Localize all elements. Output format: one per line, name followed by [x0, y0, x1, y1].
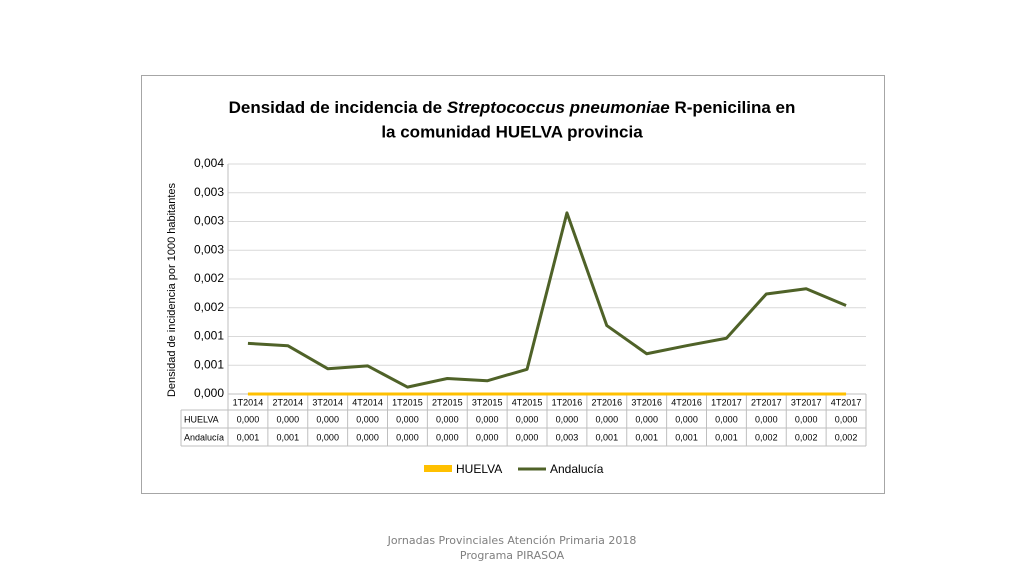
legend-label: HUELVA — [456, 462, 502, 476]
chart-title: Densidad de incidencia de Streptococcus … — [229, 98, 796, 117]
table-cell: 0,002 — [755, 432, 778, 442]
x-tick-label: 3T2016 — [631, 397, 662, 407]
table-cell: 0,002 — [795, 432, 818, 442]
table-cell: 0,001 — [277, 432, 300, 442]
table-cell: 0,000 — [755, 414, 778, 424]
table-cell: 0,000 — [396, 414, 419, 424]
x-tick-label: 4T2015 — [512, 397, 543, 407]
x-tick-label: 3T2014 — [312, 397, 343, 407]
y-tick-label: 0,001 — [194, 357, 224, 371]
y-tick-label: 0,002 — [194, 300, 224, 314]
table-cell: 0,001 — [675, 432, 698, 442]
footer: Jornadas Provinciales Atención Primaria … — [387, 534, 637, 562]
table-cell: 0,000 — [277, 414, 300, 424]
x-tick-label: 2T2017 — [751, 397, 782, 407]
table-cell: 0,001 — [596, 432, 619, 442]
chart-title: la comunidad HUELVA provincia — [381, 122, 643, 141]
table-cell: 0,000 — [356, 414, 379, 424]
table-cell: 0,000 — [316, 432, 339, 442]
x-tick-label: 4T2017 — [831, 397, 862, 407]
table-cell: 0,000 — [436, 414, 459, 424]
legend-swatch — [424, 465, 452, 472]
x-tick-label: 1T2017 — [711, 397, 742, 407]
table-cell: 0,000 — [436, 432, 459, 442]
table-cell: 0,003 — [556, 432, 579, 442]
table-row-label: Andalucía — [184, 432, 224, 442]
table-cell: 0,000 — [237, 414, 260, 424]
table-cell: 0,000 — [316, 414, 339, 424]
y-tick-label: 0,003 — [194, 242, 224, 256]
y-axis-title: Densidad de incidencia por 1000 habitant… — [166, 182, 178, 397]
table-cell: 0,000 — [396, 432, 419, 442]
x-tick-label: 2T2016 — [592, 397, 623, 407]
table-cell: 0,000 — [356, 432, 379, 442]
x-tick-label: 1T2016 — [552, 397, 583, 407]
table-cell: 0,001 — [237, 432, 260, 442]
table-cell: 0,000 — [835, 414, 858, 424]
table-cell: 0,000 — [715, 414, 738, 424]
table-cell: 0,000 — [675, 414, 698, 424]
table-cell: 0,002 — [835, 432, 858, 442]
x-tick-label: 1T2014 — [233, 397, 264, 407]
title-run: R-penicilina en — [670, 98, 796, 117]
table-cell: 0,001 — [635, 432, 658, 442]
table-cell: 0,000 — [635, 414, 658, 424]
legend-label: Andalucía — [550, 462, 604, 476]
x-tick-label: 4T2014 — [352, 397, 383, 407]
y-tick-label: 0,002 — [194, 271, 224, 285]
x-tick-label: 2T2015 — [432, 397, 463, 407]
y-tick-label: 0,003 — [194, 185, 224, 199]
table-cell: 0,000 — [476, 432, 499, 442]
title-run: Streptococcus pneumoniae — [447, 98, 670, 117]
y-tick-label: 0,001 — [194, 329, 224, 343]
chart-frame — [141, 75, 885, 494]
y-tick-label: 0,003 — [194, 214, 224, 228]
table-cell: 0,000 — [596, 414, 619, 424]
table-cell: 0,000 — [516, 414, 539, 424]
table-cell: 0,000 — [795, 414, 818, 424]
series-line — [247, 211, 847, 389]
x-tick-label: 4T2016 — [671, 397, 702, 407]
table-cell: 0,000 — [516, 432, 539, 442]
table-row-label: HUELVA — [184, 414, 219, 424]
x-tick-label: 1T2015 — [392, 397, 423, 407]
x-tick-label: 3T2017 — [791, 397, 822, 407]
x-tick-label: 3T2015 — [472, 397, 503, 407]
table-cell: 0,000 — [476, 414, 499, 424]
table-cell: 0,001 — [715, 432, 738, 442]
table-cell: 0,000 — [556, 414, 579, 424]
x-tick-label: 2T2014 — [273, 397, 304, 407]
y-tick-label: 0,000 — [194, 386, 224, 400]
title-run: Densidad de incidencia de — [229, 98, 447, 117]
y-tick-label: 0,004 — [194, 156, 224, 170]
